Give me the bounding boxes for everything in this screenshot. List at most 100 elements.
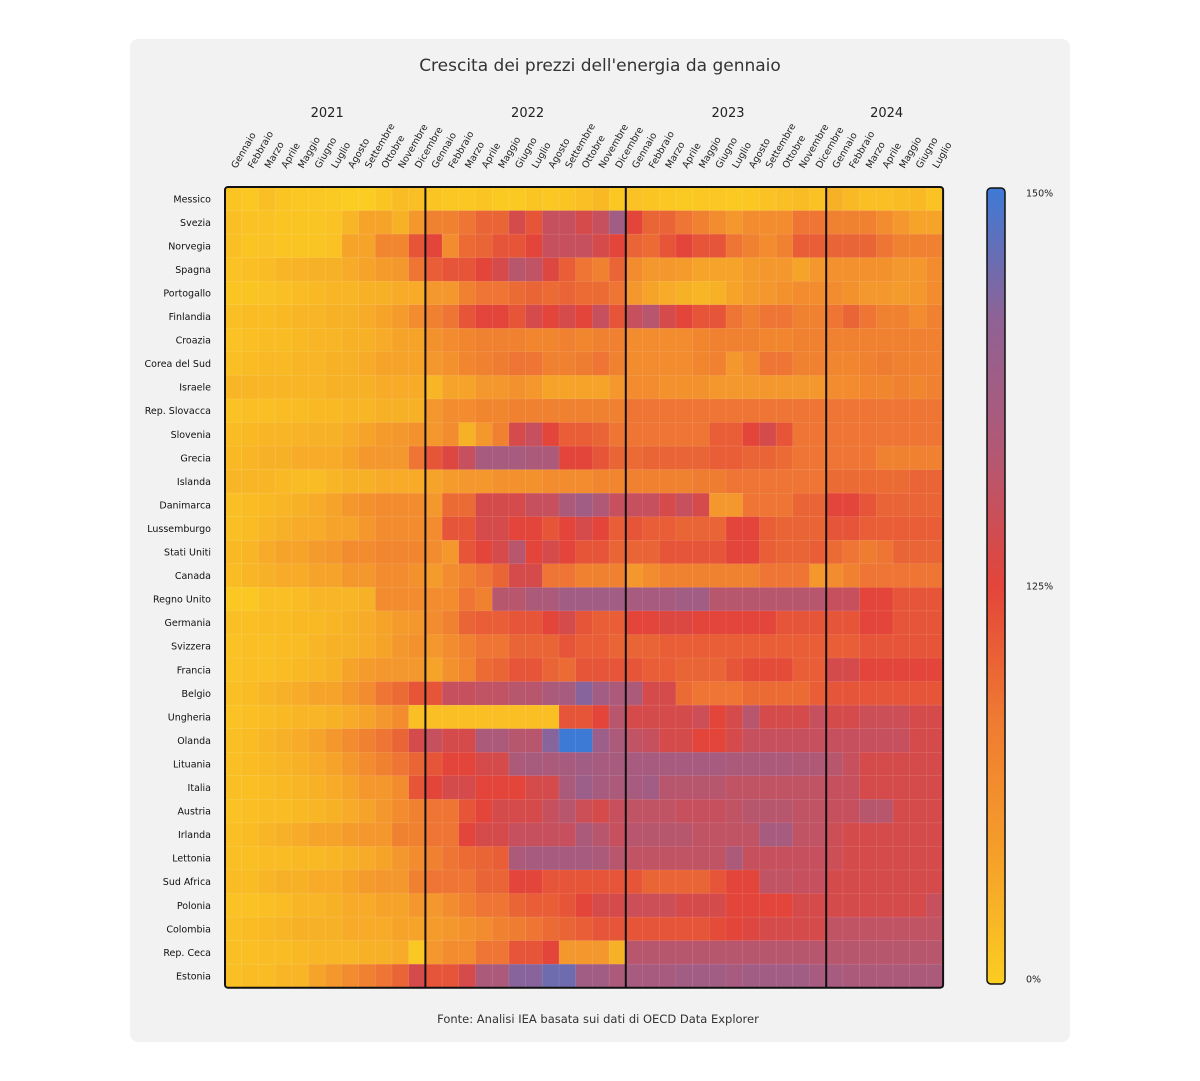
heatmap-cell xyxy=(258,257,276,282)
heatmap-cell xyxy=(825,445,844,471)
heatmap-cell xyxy=(725,587,744,612)
heatmap-cell xyxy=(308,940,326,965)
heatmap-cell xyxy=(358,775,376,800)
heatmap-cell xyxy=(341,351,360,376)
heatmap-cell xyxy=(625,445,644,471)
heatmap-cell xyxy=(274,681,293,706)
heatmap-cell xyxy=(775,351,794,376)
heatmap-cell xyxy=(542,257,560,282)
heatmap-cell xyxy=(241,728,259,753)
heatmap-cell xyxy=(491,233,510,259)
heatmap-cell xyxy=(775,492,794,518)
heatmap-cell xyxy=(441,681,460,706)
heatmap-cell xyxy=(675,799,694,824)
heatmap-cell xyxy=(308,445,326,471)
heatmap-cell xyxy=(642,186,660,212)
heatmap-cell xyxy=(258,563,276,588)
heatmap-cell xyxy=(892,775,911,800)
heatmap-cell xyxy=(876,469,894,494)
heatmap-cell xyxy=(358,445,376,471)
heatmap-cell xyxy=(324,210,343,235)
heatmap-cell xyxy=(692,634,710,659)
heatmap-cell xyxy=(842,516,861,541)
heatmap-cell xyxy=(809,846,827,871)
heatmap-cell xyxy=(358,704,376,730)
heatmap-cell xyxy=(859,869,877,895)
heatmap-cell xyxy=(408,775,426,800)
heatmap-cell xyxy=(608,822,627,847)
heatmap-cell xyxy=(842,257,861,282)
heatmap-cell xyxy=(341,846,360,871)
heatmap-cell xyxy=(575,351,593,376)
heatmap-cell xyxy=(792,681,811,706)
heatmap-cell xyxy=(575,728,593,753)
country-label: Italia xyxy=(188,783,211,794)
heatmap-cell xyxy=(792,351,811,376)
heatmap-cell xyxy=(725,375,744,400)
heatmap-cell xyxy=(542,775,560,800)
heatmap-cell xyxy=(324,869,343,895)
heatmap-cell xyxy=(324,492,343,518)
heatmap-cell xyxy=(441,940,460,965)
heatmap-cell xyxy=(876,304,894,329)
heatmap-cell xyxy=(658,751,677,777)
heatmap-cell xyxy=(775,445,794,471)
heatmap-cell xyxy=(224,751,243,777)
heatmap-cell xyxy=(258,799,276,824)
country-label: Israele xyxy=(179,383,211,394)
heatmap-cell xyxy=(542,540,560,565)
heatmap-cell xyxy=(258,304,276,329)
heatmap-cell xyxy=(709,186,727,212)
heatmap-cell xyxy=(508,799,527,824)
heatmap-cell xyxy=(592,657,610,683)
heatmap-cell xyxy=(876,257,894,282)
heatmap-cell xyxy=(441,704,460,730)
heatmap-cell xyxy=(642,563,660,588)
heatmap-cell xyxy=(441,186,460,212)
heatmap-cell xyxy=(592,280,610,306)
heatmap-cell xyxy=(725,540,744,565)
heatmap-cell xyxy=(491,516,510,541)
heatmap-cell xyxy=(842,469,861,494)
heatmap-cell xyxy=(525,469,543,494)
heatmap-cell xyxy=(709,869,727,895)
heatmap-cell xyxy=(759,257,777,282)
heatmap-cell xyxy=(491,280,510,306)
heatmap-cell xyxy=(475,280,493,306)
heatmap-cell xyxy=(592,540,610,565)
heatmap-cell xyxy=(241,657,259,683)
heatmap-cell xyxy=(825,563,844,588)
chart-card: Crescita dei prezzi dell'energia da genn… xyxy=(130,39,1070,1042)
heatmap-cell xyxy=(892,846,911,871)
heatmap-cell xyxy=(759,610,777,636)
heatmap-cell xyxy=(358,940,376,965)
heatmap-cell xyxy=(274,492,293,518)
heatmap-cell xyxy=(592,257,610,282)
heatmap-cell xyxy=(892,304,911,329)
heatmap-cell xyxy=(358,186,376,212)
heatmap-cell xyxy=(308,210,326,235)
heatmap-cell xyxy=(258,610,276,636)
heatmap-cell xyxy=(224,634,243,659)
heatmap-cell xyxy=(775,398,794,424)
heatmap-cell xyxy=(842,398,861,424)
heatmap-cell xyxy=(675,210,694,235)
heatmap-cell xyxy=(575,634,593,659)
heatmap-cell xyxy=(892,492,911,518)
heatmap-cell xyxy=(825,869,844,895)
country-label: Lettonia xyxy=(172,854,211,865)
heatmap-cell xyxy=(892,351,911,376)
heatmap-cell xyxy=(475,893,493,918)
heatmap-cell xyxy=(926,822,944,847)
heatmap-cell xyxy=(558,893,577,918)
heatmap-cell xyxy=(809,210,827,235)
heatmap-cell xyxy=(542,469,560,494)
heatmap-cell xyxy=(926,940,944,965)
heatmap-cell xyxy=(508,822,527,847)
heatmap-cell xyxy=(341,375,360,400)
heatmap-cell xyxy=(608,210,627,235)
heatmap-cell xyxy=(692,257,710,282)
heatmap-cell xyxy=(274,445,293,471)
heatmap-cell xyxy=(575,280,593,306)
heatmap-cell xyxy=(358,398,376,424)
